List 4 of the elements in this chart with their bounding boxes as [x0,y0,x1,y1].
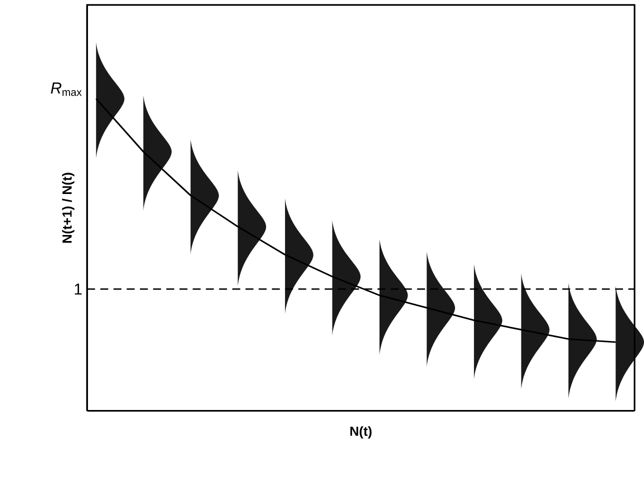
text: 1 [74,284,82,295]
text: R$_{max}$ [50,82,82,96]
x-axis-title: N(t) [350,426,372,439]
y-axis-title: N(t+1) / N(t) [62,172,74,243]
